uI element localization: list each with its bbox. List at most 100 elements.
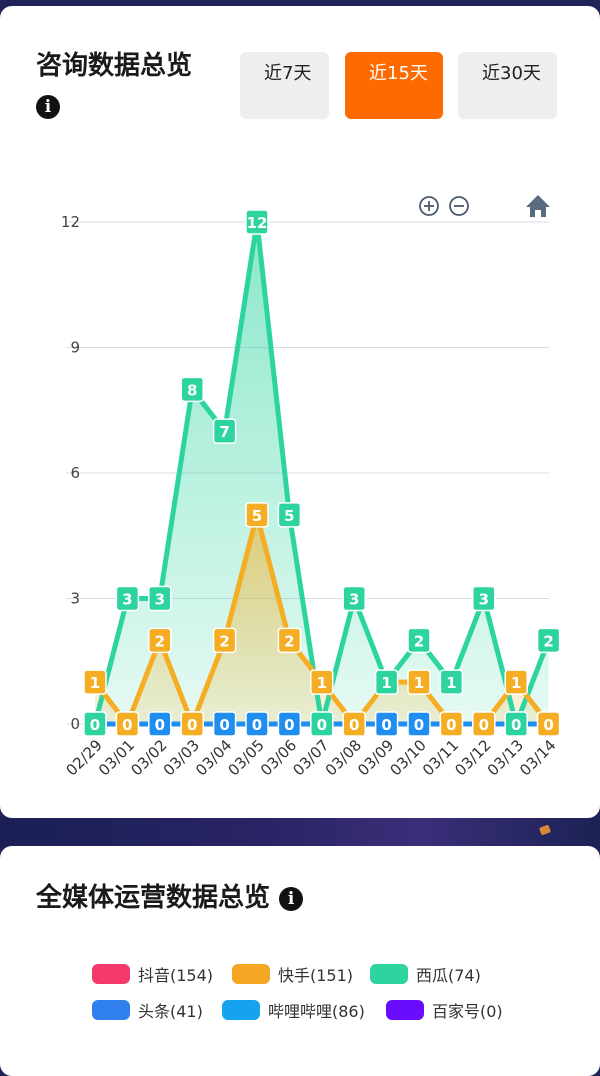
consult-title-text: 咨询数据总览 — [36, 51, 193, 81]
data-label-text: 1 — [414, 674, 424, 692]
data-label-box — [407, 711, 431, 737]
legend-toutiao[interactable]: 头条(41) — [92, 998, 203, 1022]
data-label-box — [277, 502, 302, 528]
data-label-box — [504, 711, 528, 737]
data-label: 0 — [374, 711, 399, 737]
info-icon[interactable]: i — [279, 886, 304, 911]
legend-label: 快手(151) — [278, 966, 354, 985]
data-label-text: 12 — [247, 214, 268, 232]
data-label-text: 3 — [479, 591, 489, 609]
data-label-text: 0 — [122, 716, 132, 734]
data-label: 0 — [536, 711, 561, 737]
data-label-box — [310, 669, 334, 695]
data-label: 1 — [83, 669, 107, 695]
data-label: 2 — [277, 627, 302, 654]
legend-bilibili[interactable]: 哔哩哔哩(86) — [222, 998, 365, 1022]
data-label: 8 — [180, 376, 204, 403]
data-label-box — [310, 711, 334, 737]
data-label-text: 0 — [381, 716, 391, 734]
data-label-text: 0 — [187, 716, 197, 734]
y-tick-label: 9 — [70, 339, 80, 357]
legend-label: 百家号(0) — [432, 1002, 503, 1021]
y-tick-label: 6 — [70, 464, 80, 482]
data-label-box — [212, 711, 237, 737]
tab-7-days[interactable]: 近7天 — [240, 52, 329, 119]
tab-30-days[interactable]: 近30天 — [458, 52, 557, 119]
legend-xigua[interactable]: 西瓜(74) — [370, 962, 481, 986]
data-label: 0 — [83, 711, 107, 737]
legend-label: 头条(41) — [138, 1002, 203, 1021]
data-label: 1 — [407, 669, 431, 695]
data-label-box — [536, 711, 561, 737]
data-label-text: 7 — [219, 423, 229, 441]
legend-swatch — [386, 1000, 424, 1020]
x-tick-label: 03/12 — [451, 736, 494, 779]
data-label-text: 0 — [317, 716, 327, 734]
data-label: 5 — [245, 502, 269, 528]
consult-line-chart: 0000000000000001020252101100100338712503… — [61, 195, 561, 779]
data-label-box — [83, 711, 107, 737]
data-label-box — [115, 711, 140, 737]
data-label-text: 2 — [219, 632, 229, 650]
tab-15-days[interactable]: 近15天 — [345, 52, 443, 119]
x-tick-label: 03/06 — [257, 736, 300, 779]
data-label: 0 — [180, 711, 204, 737]
background-strip — [0, 818, 600, 848]
data-label-text: 0 — [155, 716, 165, 734]
data-label-text: 0 — [543, 716, 553, 734]
data-label: 7 — [212, 418, 237, 444]
x-tick-label: 03/04 — [192, 736, 235, 779]
x-tick-label: 03/09 — [354, 736, 397, 779]
data-label: 0 — [439, 711, 464, 737]
data-label: 0 — [277, 711, 302, 737]
x-tick-label: 03/10 — [387, 736, 430, 779]
data-label-box — [148, 627, 172, 654]
data-label-box — [245, 711, 269, 737]
x-tick-label: 03/07 — [289, 736, 332, 779]
zoom-in-icon[interactable] — [419, 196, 439, 216]
data-label-box — [472, 711, 496, 737]
data-label-box — [115, 585, 140, 612]
legend-swatch — [232, 964, 270, 984]
data-label-box — [277, 627, 302, 654]
legend-kuaishou[interactable]: 快手(151) — [232, 962, 353, 986]
media-title-text: 全媒体运营数据总览 — [36, 883, 271, 913]
data-label-box — [407, 627, 431, 654]
consult-card: 咨询数据总览 i 近7天 近15天 近30天 — [0, 6, 600, 818]
data-label-text: 2 — [414, 632, 424, 650]
data-label: 5 — [277, 502, 302, 528]
media-title: 全媒体运营数据总览 i — [36, 878, 304, 918]
data-label: 3 — [115, 585, 140, 612]
legend-douyin[interactable]: 抖音(154) — [92, 962, 213, 986]
data-label-box — [407, 669, 431, 695]
x-tick-label: 03/14 — [516, 736, 559, 779]
data-label-text: 1 — [381, 674, 391, 692]
data-label: 1 — [374, 669, 399, 695]
data-label-box — [342, 585, 366, 612]
data-label: 0 — [212, 711, 237, 737]
data-label-box — [342, 711, 366, 737]
data-label-box — [245, 502, 269, 528]
zoom-out-icon[interactable] — [449, 196, 469, 216]
data-label-text: 0 — [90, 716, 100, 734]
info-icon[interactable]: i — [36, 94, 60, 119]
data-label-text: 5 — [252, 507, 262, 525]
data-label-text: 2 — [155, 632, 165, 650]
x-tick-label: 03/02 — [127, 736, 170, 779]
data-label: 3 — [148, 585, 172, 612]
data-label: 0 — [115, 711, 140, 737]
home-icon[interactable] — [526, 195, 550, 217]
data-label-box — [504, 669, 528, 695]
data-label: 2 — [212, 627, 237, 654]
data-label-text: 0 — [252, 716, 262, 734]
legend-label: 抖音(154) — [138, 966, 214, 985]
y-tick-label: 3 — [70, 590, 80, 608]
data-label: 2 — [536, 627, 561, 654]
data-label-box — [148, 585, 172, 612]
media-card: 全媒体运营数据总览 i 抖音(154) 快手(151) 西瓜(74) 头条(41… — [0, 846, 600, 1076]
data-label-text: 2 — [284, 632, 294, 650]
data-label-text: 5 — [284, 507, 294, 525]
legend-baijiahao[interactable]: 百家号(0) — [386, 998, 503, 1022]
data-label: 0 — [504, 711, 528, 737]
data-label: 0 — [472, 711, 496, 737]
